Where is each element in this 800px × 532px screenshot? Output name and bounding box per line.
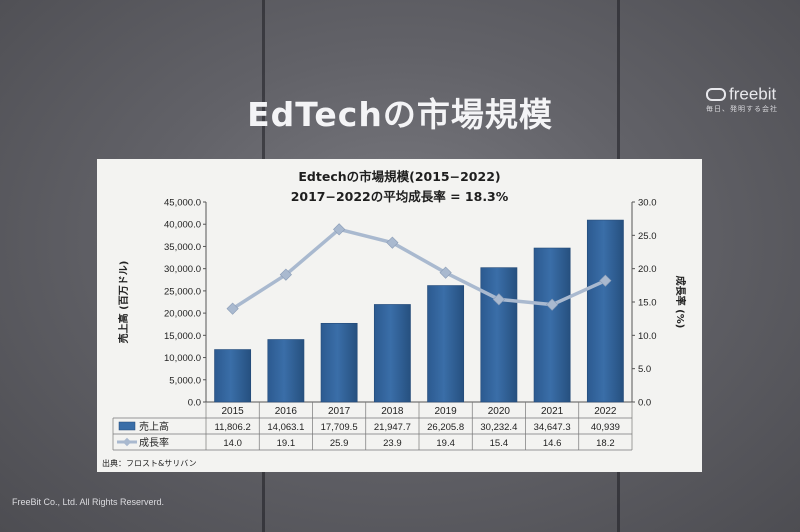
y-tick-label: 45,000.0 (164, 198, 201, 209)
y-axis-title: 売上高 (百万ドル) (117, 261, 130, 344)
bar-value-label: 30,232.4 (480, 422, 517, 433)
x-tick-label: 2022 (594, 406, 617, 417)
y2-tick-label: 5.0 (638, 364, 651, 375)
y-tick-label: 5,000.0 (169, 375, 201, 386)
bar-2016 (267, 339, 305, 403)
legend-bar-swatch (118, 421, 136, 431)
y2-tick-label: 15.0 (638, 298, 657, 309)
y2-tick-label: 0.0 (638, 398, 651, 409)
growth-value-label: 25.9 (330, 438, 349, 449)
growth-value-label: 14.0 (223, 438, 242, 449)
bar-value-label: 11,806.2 (214, 422, 250, 433)
x-tick-label: 2016 (275, 406, 298, 417)
legend-line-label: 成長率 (139, 436, 169, 449)
x-tick-label: 2017 (328, 406, 351, 417)
growth-point-2022 (599, 274, 612, 287)
bar-2020 (480, 267, 518, 403)
x-tick-label: 2018 (381, 406, 404, 417)
logo-tagline: 毎日、発明する会社 (706, 105, 778, 113)
x-tick-label: 2019 (435, 406, 458, 417)
x-tick-label: 2015 (222, 406, 245, 417)
x-tick-label: 2020 (488, 406, 511, 417)
growth-point-2020 (492, 293, 505, 306)
bar-2022 (586, 219, 624, 403)
chart-subtitle: 2017−2022の平均成長率 = 18.3% (290, 189, 509, 204)
growth-point-2019 (439, 266, 452, 279)
growth-value-label: 18.2 (596, 438, 615, 449)
chart-source: 出典：フロスト&サリバン (102, 459, 197, 468)
bar-value-label: 14,063.1 (267, 422, 304, 433)
y-tick-label: 30,000.0 (164, 264, 201, 275)
y-tick-label: 0.0 (188, 398, 201, 409)
freebit-logo: freebit (706, 84, 776, 105)
y-tick-label: 15,000.0 (164, 331, 201, 342)
growth-value-label: 19.4 (436, 438, 455, 449)
chart-title: Edtechの市場規模(2015−2022) (298, 169, 501, 184)
growth-value-label: 14.6 (543, 438, 562, 449)
legend-bar-label: 売上高 (139, 420, 169, 433)
y2-tick-label: 20.0 (638, 264, 657, 275)
y-tick-label: 25,000.0 (164, 286, 201, 297)
y-tick-label: 20,000.0 (164, 309, 201, 320)
y-tick-label: 40,000.0 (164, 220, 201, 231)
growth-point-2017 (333, 223, 346, 236)
growth-value-label: 15.4 (490, 438, 509, 449)
growth-rate-line (231, 227, 607, 311)
growth-point-2021 (546, 298, 559, 311)
y2-tick-label: 10.0 (638, 331, 657, 342)
bar-value-label: 21,947.7 (374, 422, 411, 433)
bar-value-label: 17,709.5 (321, 422, 358, 433)
growth-point-2015 (226, 302, 239, 315)
copyright-footer: FreeBit Co., Ltd. All Rights Reserverd. (12, 497, 165, 507)
x-tick-label: 2021 (541, 406, 564, 417)
market-size-chart: 0.0 5,000.0 10,000.0 15,000.0 20,000.0 25,000… (112, 198, 687, 451)
bar-value-label: 26,205.8 (427, 422, 464, 433)
logo-mark-icon (706, 88, 726, 101)
growth-point-2018 (386, 236, 399, 249)
bar-2021 (533, 247, 571, 403)
y2-tick-label: 25.0 (638, 231, 657, 242)
y-tick-label: 35,000.0 (164, 242, 201, 253)
growth-value-label: 19.1 (277, 438, 296, 449)
bar-2017 (320, 322, 358, 403)
y-tick-label: 10,000.0 (164, 353, 201, 364)
bar-2015 (214, 349, 252, 403)
y2-axis-title: 成長率 (%) (674, 276, 687, 329)
legend-line-marker (122, 437, 132, 447)
logo-name: freebit (729, 84, 777, 104)
slide-title: EdTechの市場規模 (247, 95, 553, 134)
bar-2018 (373, 304, 411, 403)
growth-point-2016 (279, 268, 292, 281)
y2-tick-label: 30.0 (638, 198, 657, 209)
bar-value-label: 34,647.3 (534, 422, 571, 433)
bar-value-label: 40,939 (591, 422, 620, 433)
growth-value-label: 23.9 (383, 438, 402, 449)
bar-2019 (427, 285, 465, 403)
